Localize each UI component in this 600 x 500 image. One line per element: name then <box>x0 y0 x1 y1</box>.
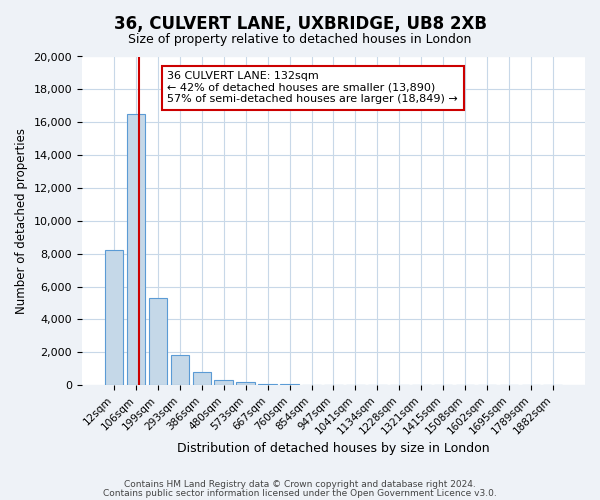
Text: 36 CULVERT LANE: 132sqm
← 42% of detached houses are smaller (13,890)
57% of sem: 36 CULVERT LANE: 132sqm ← 42% of detache… <box>167 72 458 104</box>
Bar <box>127 114 145 385</box>
Text: 36, CULVERT LANE, UXBRIDGE, UB8 2XB: 36, CULVERT LANE, UXBRIDGE, UB8 2XB <box>113 15 487 33</box>
Text: Contains HM Land Registry data © Crown copyright and database right 2024.: Contains HM Land Registry data © Crown c… <box>124 480 476 489</box>
Bar <box>193 372 211 385</box>
Bar <box>259 384 277 385</box>
Bar <box>236 382 255 385</box>
Text: Contains public sector information licensed under the Open Government Licence v3: Contains public sector information licen… <box>103 489 497 498</box>
Bar <box>105 250 124 385</box>
X-axis label: Distribution of detached houses by size in London: Distribution of detached houses by size … <box>177 442 490 455</box>
Bar <box>170 355 189 385</box>
Y-axis label: Number of detached properties: Number of detached properties <box>15 128 28 314</box>
Bar <box>214 380 233 385</box>
Bar <box>280 384 299 385</box>
Bar <box>149 298 167 385</box>
Text: Size of property relative to detached houses in London: Size of property relative to detached ho… <box>128 32 472 46</box>
